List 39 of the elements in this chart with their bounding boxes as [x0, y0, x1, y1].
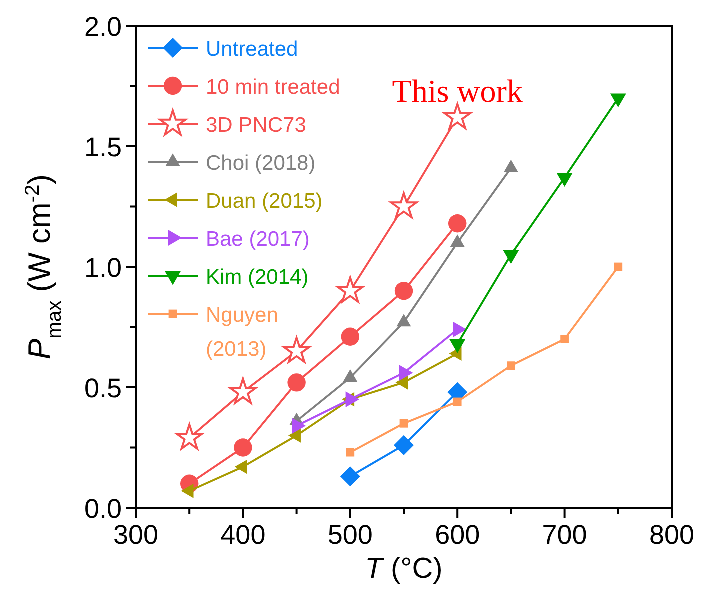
y-tick-label: 1.0: [84, 253, 122, 283]
point: [288, 374, 306, 392]
legend-label: Duan (2015): [206, 190, 323, 213]
point: [390, 192, 418, 219]
point: [176, 424, 204, 450]
point: [400, 419, 408, 428]
legend-label: 10 min treated: [206, 76, 340, 99]
point: [346, 448, 355, 457]
annotation: This work: [392, 73, 523, 109]
point: [560, 335, 569, 344]
point: [234, 438, 252, 457]
x-tick-label: 600: [435, 520, 480, 550]
x-tick-label: 700: [542, 520, 588, 550]
point: [444, 103, 472, 130]
point: [504, 160, 518, 172]
y-tick-label: 2.0: [84, 12, 122, 42]
y-tick-label: 1.5: [84, 132, 122, 162]
legend-label: Nguyen (2013): [206, 304, 278, 361]
legend-label: Bae (2017): [206, 228, 310, 251]
point: [340, 466, 360, 487]
point: [336, 276, 364, 303]
legend-label: 3D PNC73: [206, 114, 306, 137]
point: [396, 314, 412, 327]
x-axis-title: T (°C): [365, 553, 443, 585]
point: [614, 262, 623, 272]
legend-label: Untreated: [206, 38, 298, 61]
point: [394, 282, 414, 300]
point: [507, 362, 516, 370]
point: [450, 234, 465, 248]
legend-label: Choi (2018): [206, 152, 316, 175]
point: [394, 435, 414, 456]
legend-label: Kim (2014): [206, 266, 309, 289]
y-tick-label: 0.5: [84, 374, 122, 404]
x-tick-label: 500: [328, 520, 373, 550]
x-tick-label: 800: [649, 520, 695, 550]
point: [448, 214, 467, 233]
point: [341, 328, 360, 346]
x-tick-label: 400: [220, 520, 266, 550]
point: [453, 398, 462, 406]
